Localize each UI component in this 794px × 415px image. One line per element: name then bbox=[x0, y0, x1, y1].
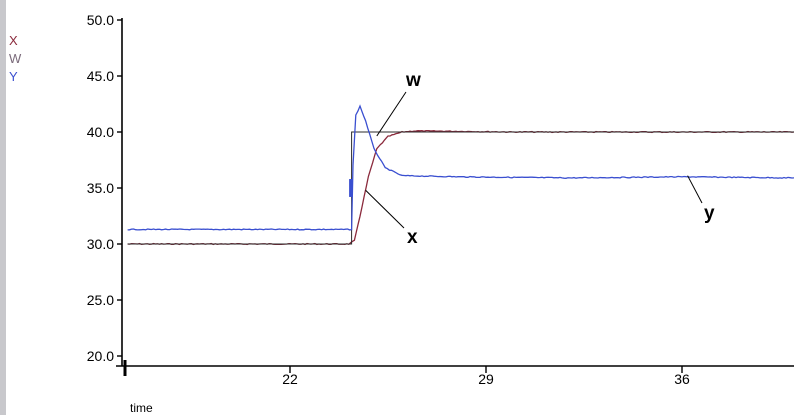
annotation-leader-w bbox=[376, 91, 407, 137]
y-tick-label: 20.0 bbox=[87, 348, 114, 364]
legend-entry-y: Y bbox=[9, 69, 18, 84]
series-layer bbox=[127, 104, 794, 246]
y-tick-label: 40.0 bbox=[87, 124, 114, 140]
x-axis-label: time bbox=[130, 401, 153, 415]
legend-entry-x: X bbox=[9, 33, 18, 48]
annotation-leader-y bbox=[687, 175, 703, 204]
x-tick-label: 36 bbox=[674, 371, 690, 387]
annotations: w x y bbox=[365, 70, 715, 248]
y-tick-label: 35.0 bbox=[87, 180, 114, 196]
annotation-leader-x bbox=[365, 189, 405, 229]
annotation-label-x: x bbox=[407, 227, 418, 248]
series-line-y bbox=[127, 104, 794, 231]
left-panel-strip bbox=[0, 0, 6, 415]
x-tick-label: 29 bbox=[478, 371, 494, 387]
legend-entry-w: W bbox=[9, 51, 22, 66]
annotation-label-y: y bbox=[704, 203, 715, 224]
y-tick-label: 25.0 bbox=[87, 292, 114, 308]
x-tick-label: 22 bbox=[282, 371, 298, 387]
y-tick-label: 45.0 bbox=[87, 68, 114, 84]
annotation-label-w: w bbox=[405, 70, 421, 91]
legend: X W Y bbox=[9, 32, 21, 86]
y-tick-label: 30.0 bbox=[87, 236, 114, 252]
axes: 20.0 25.0 30.0 35.0 40.0 45.0 50.0 22 29 36 bbox=[87, 12, 794, 387]
y-tick-label: 50.0 bbox=[87, 12, 114, 28]
